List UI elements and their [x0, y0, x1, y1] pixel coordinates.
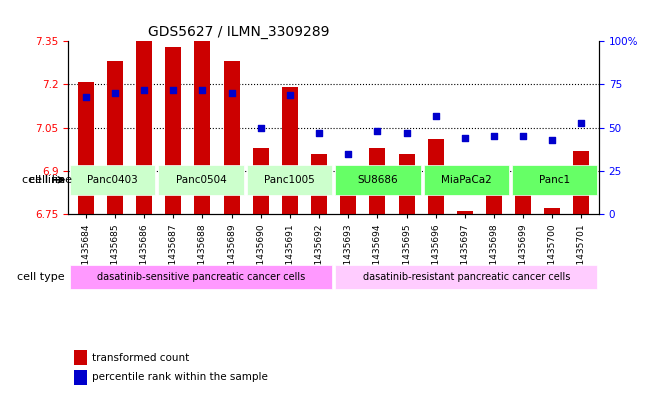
Point [401, 130, 411, 136]
Text: cell line: cell line [29, 175, 72, 185]
Point [518, 133, 529, 140]
Bar [428, 139, 444, 214]
Bar [253, 148, 269, 214]
Text: Panc1005: Panc1005 [264, 175, 315, 185]
FancyBboxPatch shape [335, 165, 421, 195]
FancyBboxPatch shape [70, 265, 332, 289]
FancyBboxPatch shape [512, 165, 598, 195]
Bar [136, 41, 152, 214]
Point [227, 90, 237, 96]
Bar [515, 194, 531, 214]
Bar [398, 154, 415, 214]
Point [81, 94, 91, 100]
Bar [107, 61, 123, 214]
Text: cell type: cell type [18, 272, 65, 282]
Point [460, 135, 470, 141]
FancyBboxPatch shape [335, 265, 598, 289]
Point [284, 92, 295, 98]
Point [547, 137, 557, 143]
Point [168, 86, 178, 93]
Bar [574, 151, 589, 214]
Bar [223, 61, 240, 214]
Text: Panc0403: Panc0403 [87, 175, 138, 185]
Point [314, 130, 324, 136]
Text: SU8686: SU8686 [357, 175, 398, 185]
Text: dasatinib-sensitive pancreatic cancer cells: dasatinib-sensitive pancreatic cancer ce… [97, 272, 305, 282]
Text: transformed count: transformed count [92, 353, 189, 363]
Text: GDS5627 / ILMN_3309289: GDS5627 / ILMN_3309289 [148, 25, 329, 39]
Point [197, 86, 208, 93]
Bar [486, 194, 502, 214]
Point [576, 119, 587, 126]
Point [139, 86, 149, 93]
Text: Panc0504: Panc0504 [176, 175, 227, 185]
Point [110, 90, 120, 96]
FancyBboxPatch shape [70, 165, 156, 195]
Bar [74, 350, 87, 365]
Bar [369, 148, 385, 214]
Text: dasatinib-resistant pancreatic cancer cells: dasatinib-resistant pancreatic cancer ce… [363, 272, 570, 282]
Bar [282, 87, 298, 214]
Point [372, 128, 383, 134]
Point [256, 125, 266, 131]
Text: cell line: cell line [22, 175, 65, 185]
Bar [74, 369, 87, 385]
Point [489, 133, 499, 140]
FancyBboxPatch shape [424, 165, 509, 195]
Point [430, 112, 441, 119]
FancyBboxPatch shape [247, 165, 332, 195]
Bar [544, 208, 561, 214]
Bar [457, 211, 473, 214]
Bar [78, 82, 94, 214]
Text: percentile rank within the sample: percentile rank within the sample [92, 373, 268, 382]
FancyBboxPatch shape [158, 165, 243, 195]
Text: Panc1: Panc1 [539, 175, 570, 185]
Bar [195, 41, 210, 214]
Bar [165, 47, 182, 214]
Point [343, 151, 353, 157]
Bar [340, 191, 356, 214]
Text: MiaPaCa2: MiaPaCa2 [441, 175, 492, 185]
Bar [311, 154, 327, 214]
